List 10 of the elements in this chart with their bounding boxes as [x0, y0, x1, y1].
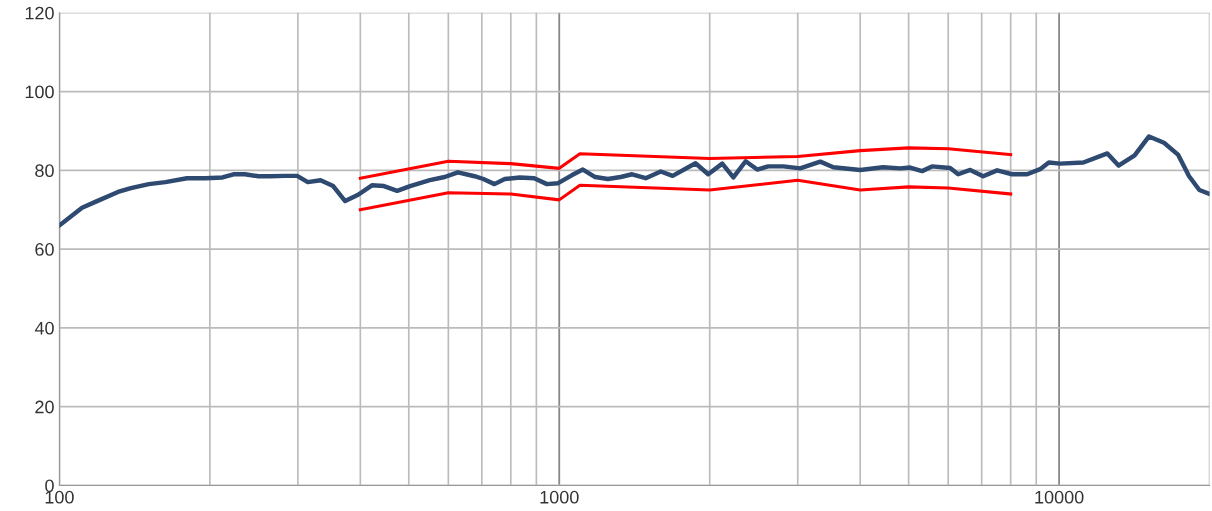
y-tick-label: 0 [45, 479, 54, 493]
x-tick-label: 1000 [540, 490, 579, 504]
y-tick-label: 120 [25, 6, 54, 20]
y-tick-label: 60 [35, 243, 54, 256]
x-tick-label: 10000 [1035, 490, 1084, 504]
y-tick-label: 100 [25, 85, 54, 99]
y-tick-label: 80 [35, 164, 54, 178]
y-tick-label: 40 [34, 321, 54, 335]
y-tick-label: 20 [35, 400, 54, 414]
x-tick-label: 100 [45, 490, 74, 504]
